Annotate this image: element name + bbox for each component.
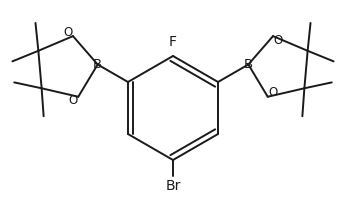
Text: O: O [63, 26, 73, 38]
Text: B: B [244, 58, 253, 71]
Text: F: F [169, 35, 177, 49]
Text: O: O [268, 86, 277, 99]
Text: O: O [273, 34, 283, 47]
Text: O: O [69, 94, 78, 107]
Text: B: B [93, 58, 102, 71]
Text: Br: Br [165, 179, 181, 193]
